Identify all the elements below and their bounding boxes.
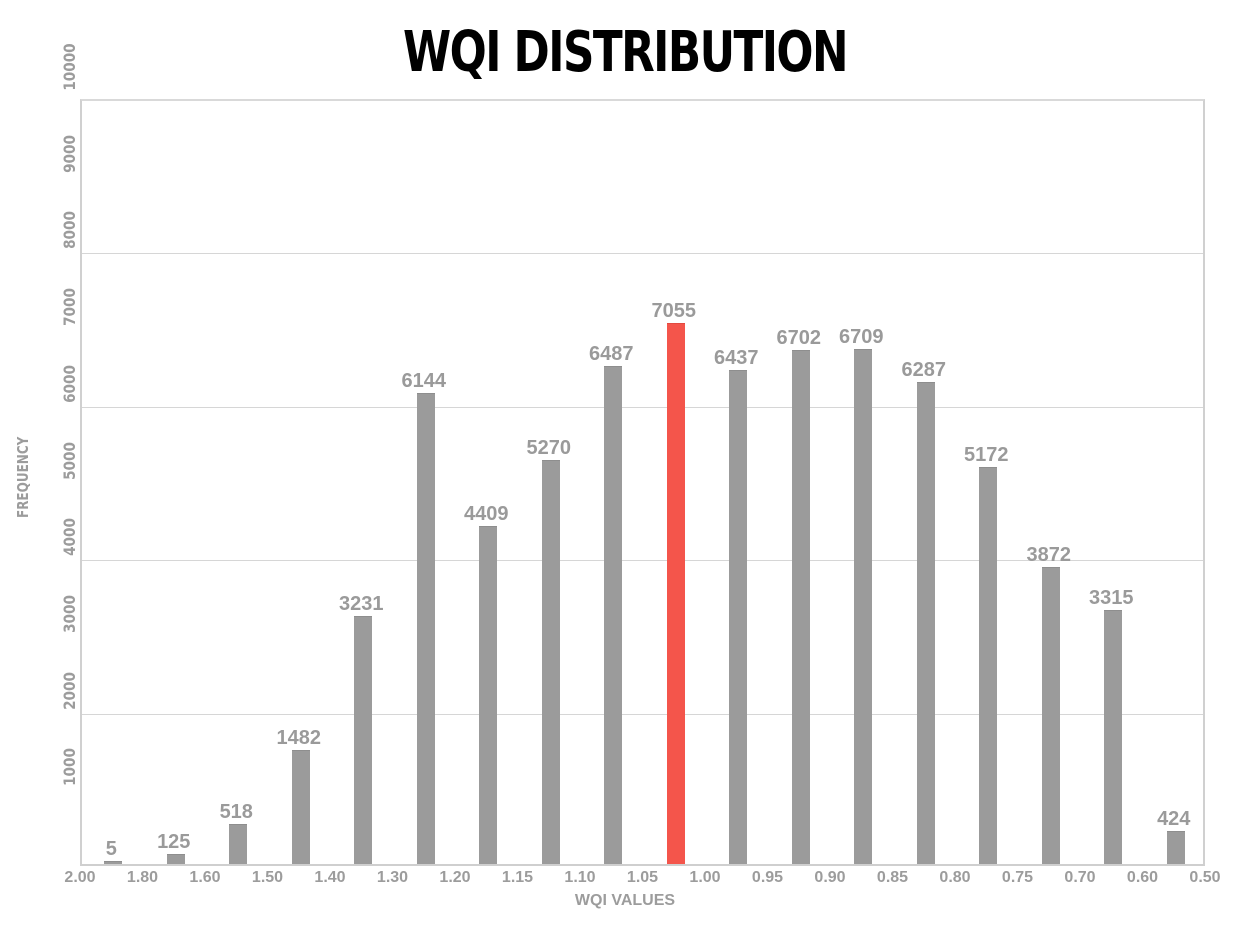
bar-value-label: 424 bbox=[1157, 808, 1191, 831]
x-tick-label: 1.00 bbox=[689, 869, 721, 886]
bar bbox=[166, 854, 185, 864]
chart-title: WQI DISTRIBUTION bbox=[403, 20, 849, 85]
y-tick-label: 1000 bbox=[60, 748, 79, 787]
bar-highlighted bbox=[666, 322, 685, 864]
x-tick-label: 0.70 bbox=[1064, 869, 1096, 886]
y-tick-label: 3000 bbox=[60, 594, 79, 633]
bar-value-label: 6437 bbox=[714, 347, 759, 370]
y-tick-label: 2000 bbox=[60, 671, 79, 710]
y-tick-label: 7000 bbox=[60, 288, 79, 327]
plot-area bbox=[80, 99, 1205, 866]
x-tick-label: 1.60 bbox=[189, 869, 221, 886]
bar-value-label: 3872 bbox=[1026, 544, 1072, 567]
bar bbox=[416, 392, 435, 864]
bar-value-label: 3315 bbox=[1089, 586, 1134, 609]
x-tick-label: 0.95 bbox=[751, 869, 784, 886]
bar bbox=[1104, 609, 1123, 864]
bar bbox=[729, 370, 748, 864]
bar-value-label: 3231 bbox=[339, 593, 384, 616]
bar-value-label: 6287 bbox=[901, 358, 947, 381]
x-tick-label: 1.80 bbox=[126, 869, 159, 886]
bar bbox=[854, 349, 873, 864]
x-tick-label: 2.00 bbox=[64, 869, 96, 886]
x-axis-label: WQI VALUES bbox=[574, 892, 676, 909]
bar-value-label: 5270 bbox=[526, 436, 572, 459]
x-tick-label: 1.50 bbox=[251, 869, 284, 886]
bar-value-label: 518 bbox=[219, 801, 253, 824]
x-tick-label: 1.15 bbox=[501, 869, 534, 886]
x-tick-label: 0.50 bbox=[1189, 869, 1221, 886]
bar bbox=[979, 467, 998, 864]
x-tick-label: 0.85 bbox=[876, 869, 909, 886]
gridline bbox=[82, 713, 1203, 715]
y-tick-label: 4000 bbox=[60, 518, 79, 557]
x-tick-label: 0.60 bbox=[1126, 869, 1159, 886]
y-tick-label: 5000 bbox=[60, 441, 79, 480]
x-tick-label: 0.80 bbox=[939, 869, 971, 886]
bar-value-label: 6702 bbox=[776, 326, 822, 349]
bar bbox=[1166, 831, 1185, 864]
bar-value-label: 5172 bbox=[964, 444, 1009, 467]
gridline bbox=[82, 560, 1203, 562]
bar bbox=[291, 750, 310, 864]
bar bbox=[541, 459, 560, 864]
gridline bbox=[82, 406, 1203, 408]
x-tick-label: 0.75 bbox=[1001, 869, 1034, 886]
bar bbox=[354, 616, 373, 864]
bar-value-label: 6487 bbox=[589, 343, 634, 366]
y-tick-label: 9000 bbox=[60, 134, 79, 173]
bar-value-label: 6709 bbox=[839, 326, 884, 349]
bar bbox=[916, 381, 935, 864]
y-tick-label: 8000 bbox=[60, 211, 79, 250]
bar-value-label: 125 bbox=[157, 831, 191, 854]
x-tick-label: 1.10 bbox=[564, 869, 596, 886]
x-tick-label: 0.90 bbox=[814, 869, 846, 886]
bar bbox=[229, 824, 248, 864]
gridline bbox=[82, 253, 1203, 255]
y-tick-label: 6000 bbox=[60, 364, 79, 403]
bar-value-label: 1482 bbox=[276, 727, 322, 750]
y-axis-label: FREQUENCY bbox=[14, 436, 32, 518]
x-tick-label: 1.05 bbox=[626, 869, 659, 886]
bar-value-label: 6144 bbox=[401, 369, 447, 392]
y-tick-label: 10000 bbox=[60, 43, 79, 91]
bar-value-label: 7055 bbox=[651, 299, 697, 322]
bar bbox=[104, 861, 123, 864]
bar-value-label: 5 bbox=[105, 838, 117, 860]
bar bbox=[1041, 567, 1060, 864]
x-tick-label: 1.20 bbox=[439, 869, 471, 886]
x-tick-label: 1.40 bbox=[314, 869, 346, 886]
bar-value-label: 4409 bbox=[464, 502, 509, 525]
x-tick-label: 1.30 bbox=[376, 869, 409, 886]
bar bbox=[791, 349, 810, 864]
bar bbox=[604, 366, 623, 864]
bar bbox=[479, 525, 498, 864]
